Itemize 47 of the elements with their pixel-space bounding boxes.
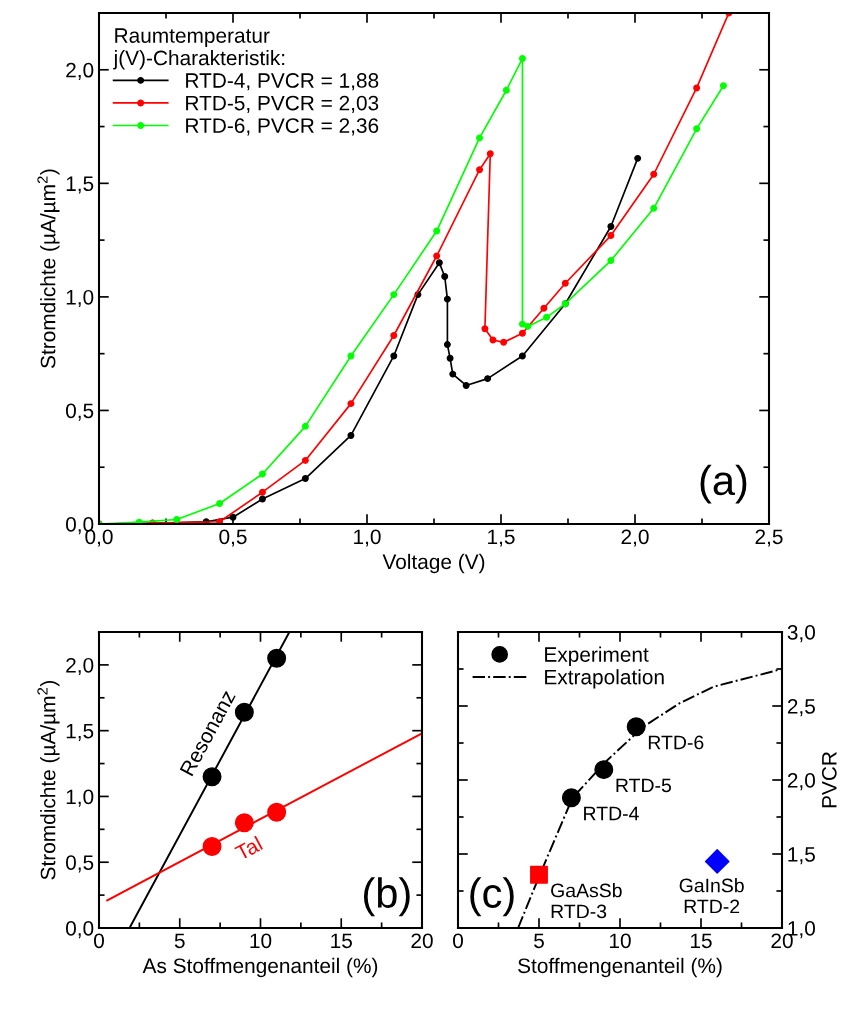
x-tick-label: 0	[453, 933, 463, 949]
x-tick-label: 2,5	[755, 529, 783, 547]
legend-label: RTD-6, PVCR = 2,36	[186, 118, 379, 136]
y-tick-label: 2,0	[66, 657, 94, 676]
x-axis-title: As Stoffmengenanteil (%)	[142, 957, 378, 978]
x-tick-label: 10	[610, 933, 631, 949]
legend-label: RTD-4, PVCR = 1,88	[186, 73, 379, 91]
x-axis-title: Voltage (V)	[382, 553, 485, 574]
x-tick-label: 0,5	[219, 529, 247, 547]
annotation: GaAsSb RTD-3	[551, 883, 622, 919]
text: Tal	[233, 835, 264, 861]
x-tick-label: 15	[331, 933, 352, 949]
annotation: GaInSb RTD-2	[679, 878, 744, 914]
y-tick-label: 0,5	[65, 403, 94, 421]
x-tick-label: 5	[534, 933, 544, 949]
y-tick-label: 1,0	[66, 289, 94, 308]
y-axis-title: PVCR	[821, 752, 837, 808]
x-tick-label: 20	[411, 933, 433, 949]
annotation: (b)	[363, 877, 410, 917]
x-tick-label: 10	[250, 933, 272, 949]
y-tick-label: 1,0	[66, 789, 94, 807]
x-axis-title: Stoffmengenanteil (%)	[518, 957, 722, 978]
y-tick-label: 2,5	[787, 699, 815, 717]
y-tick-label: 3,0	[787, 625, 816, 643]
y-tick-label: 2,0	[787, 773, 816, 791]
y-tick-label: 1,5	[66, 723, 94, 741]
legend-title: Raumtemperatur j(V)-Charakteristik:	[113, 28, 285, 70]
y-tick-label: 2,0	[66, 62, 94, 80]
annotation: RTD-5	[616, 778, 672, 793]
legend-label: RTD-5, PVCR = 2,03	[186, 95, 379, 113]
y-axis-title: Stromdichte (µA/µm$^{2}$)	[37, 680, 60, 880]
x-tick-label: 0	[94, 933, 104, 949]
annotation: (a)	[700, 464, 747, 504]
legend-label: Experiment	[545, 646, 649, 666]
annotation: RTD-4	[584, 806, 639, 821]
y-tick-label: 1,5	[788, 847, 815, 865]
annotation: (c)	[470, 877, 514, 917]
x-tick-label: 1,0	[354, 529, 381, 547]
y-tick-label: 1,5	[66, 176, 94, 194]
y-axis-title: Stromdichte (µA/µm$^{2}$)	[37, 169, 60, 368]
legend-label: Extrapolation	[545, 669, 664, 689]
y-tick-label: 0,5	[65, 855, 94, 873]
x-tick-label: 5	[174, 933, 185, 949]
x-tick-label: 15	[691, 933, 712, 949]
x-tick-label: 2,0	[621, 529, 649, 547]
x-tick-label: 1,5	[488, 529, 515, 547]
annotation: RTD-6	[648, 735, 704, 750]
